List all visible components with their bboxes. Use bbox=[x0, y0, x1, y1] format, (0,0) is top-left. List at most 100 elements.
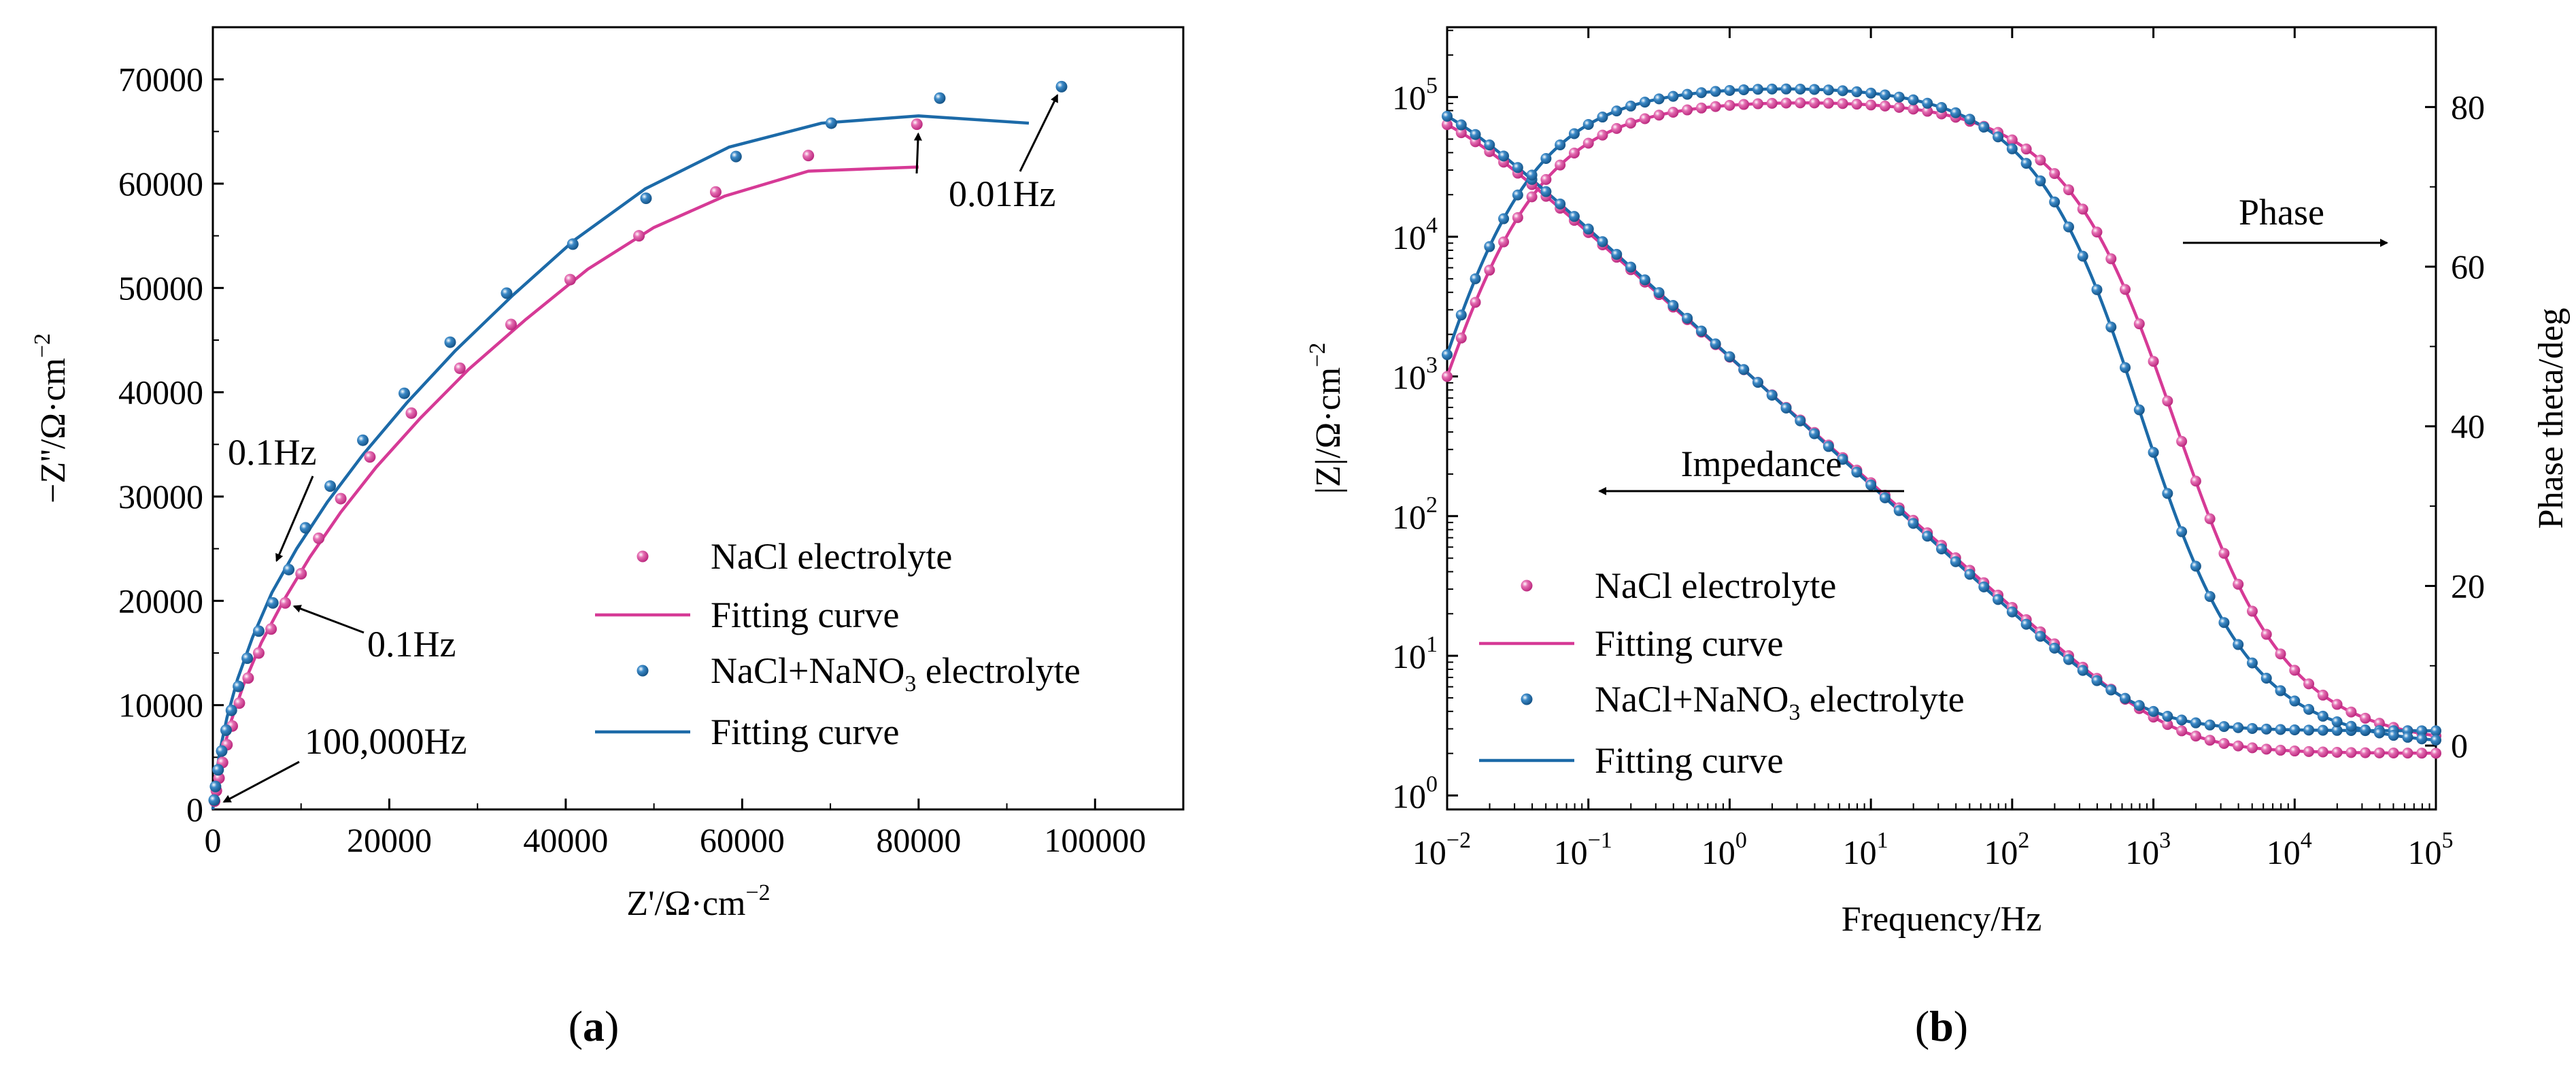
bode-impedance-point-nacl_nano3 bbox=[2275, 724, 2286, 735]
bode-impedance-point-nacl_nano3 bbox=[2317, 724, 2328, 736]
bode-phase-point-nacl_nano3 bbox=[2289, 695, 2301, 707]
nyquist-point-nacl bbox=[709, 186, 722, 198]
nyquist-point-nacl_nano3 bbox=[730, 150, 742, 163]
nyquist-legend-label: Fitting curve bbox=[711, 594, 899, 635]
bode-phase-point-nacl_nano3 bbox=[2162, 488, 2173, 499]
nyquist-point-nacl_nano3 bbox=[208, 794, 220, 806]
bode-phase-point-nacl_nano3 bbox=[2006, 143, 2018, 154]
bode-phase-point-nacl_nano3 bbox=[1498, 213, 1510, 224]
bode-impedance-point-nacl bbox=[2162, 719, 2173, 731]
nyquist-points bbox=[208, 80, 1068, 807]
bode-left-tick-label: 100 bbox=[1392, 771, 1438, 815]
bode-legend-label: Fitting curve bbox=[1595, 623, 1783, 664]
bode-phase-point-nacl bbox=[1484, 265, 1495, 276]
bode-right-tick-label: 0 bbox=[2451, 726, 2468, 765]
bode-phase-point-nacl bbox=[2091, 227, 2103, 238]
bode-impedance-point-nacl_nano3 bbox=[1667, 299, 1679, 311]
bode-impedance-point-nacl_nano3 bbox=[1780, 402, 1792, 414]
bode-impedance-point-nacl bbox=[2331, 746, 2343, 758]
bode-phase-point-nacl bbox=[2148, 356, 2159, 367]
nyquist-point-nacl bbox=[364, 451, 376, 463]
bode-impedance-point-nacl_nano3 bbox=[2176, 714, 2188, 726]
bode-ticks: 10−2 10−1 100 101 102 103 104 105 100 101 102 103 10… bbox=[1392, 27, 2485, 871]
bode-phase-point-nacl bbox=[1865, 99, 1877, 111]
bode-impedance-point-nacl bbox=[2402, 748, 2413, 759]
bode-phase-point-nacl bbox=[1667, 106, 1679, 118]
bode-phase-point-nacl_nano3 bbox=[1695, 87, 1707, 99]
bode-impedance-point-nacl_nano3 bbox=[1922, 531, 1933, 542]
bode-legend-label: NaCl electrolyte bbox=[1595, 565, 1836, 606]
bode-impedance-point-nacl_nano3 bbox=[1879, 492, 1891, 503]
bode-phase-point-nacl bbox=[1922, 105, 1933, 117]
bode-phase-point-nacl_nano3 bbox=[2416, 733, 2428, 745]
bode-phase-point-nacl bbox=[1597, 129, 1608, 141]
bode-impedance-point-nacl bbox=[2317, 746, 2328, 758]
bode-right-tick-label: 40 bbox=[2451, 407, 2485, 446]
nyquist-point-nacl bbox=[911, 118, 923, 131]
nyquist-ticks: 0 20000 40000 60000 80000 100000 0 10000 20000 30… bbox=[118, 61, 1146, 859]
bode-phase-point-nacl_nano3 bbox=[1837, 85, 1848, 97]
bode-phase-point-nacl bbox=[1625, 117, 1637, 129]
bode-legend: NaCl electrolyte Fitting curve NaCl+NaNO3 … bbox=[1479, 565, 1965, 781]
bode-impedance-point-nacl bbox=[2360, 747, 2371, 758]
bode-phase-point-nacl_nano3 bbox=[1611, 105, 1623, 117]
nyquist-point-nacl_nano3 bbox=[283, 563, 295, 575]
nyquist-y-tick-label: 70000 bbox=[118, 61, 203, 99]
bode-phase-point-nacl bbox=[2077, 203, 2088, 215]
bode-impedance-point-nacl_nano3 bbox=[2303, 724, 2315, 736]
bode-phase-point-nacl_nano3 bbox=[2020, 158, 2032, 169]
nyquist-point-nacl_nano3 bbox=[233, 680, 245, 692]
bode-phase-point-nacl_nano3 bbox=[1766, 83, 1778, 95]
bode-phase-point-nacl_nano3 bbox=[1922, 97, 1933, 109]
bode-right-tick-label: 80 bbox=[2451, 88, 2485, 126]
bode-phase-point-nacl bbox=[2303, 678, 2315, 690]
bode-impedance-point-nacl_nano3 bbox=[1484, 139, 1495, 151]
bode-impedance-point-nacl_nano3 bbox=[1512, 162, 1523, 173]
bode-phase-point-nacl_nano3 bbox=[1555, 139, 1566, 150]
bode-phase-point-nacl bbox=[2035, 154, 2046, 166]
bode-phase-point-nacl_nano3 bbox=[2077, 250, 2088, 262]
nyquist-y-axis-label: −Z''/Ω·cm−2 bbox=[30, 333, 73, 503]
bode-impedance-point-nacl_nano3 bbox=[1993, 594, 2004, 605]
bode-phase-point-nacl bbox=[1639, 113, 1650, 124]
bode-phase-point-nacl_nano3 bbox=[2246, 657, 2258, 669]
bode-phase-point-nacl_nano3 bbox=[2345, 720, 2357, 732]
bode-impedance-point-nacl_nano3 bbox=[1470, 129, 1481, 140]
bode-impedance-point-nacl bbox=[2289, 746, 2301, 757]
nyquist-point-nacl_nano3 bbox=[220, 724, 232, 736]
bode-phase-point-nacl_nano3 bbox=[1625, 100, 1637, 112]
nyquist-fit-lines bbox=[211, 114, 1030, 810]
nyquist-point-nacl_nano3 bbox=[357, 434, 369, 446]
bode-phase-point-nacl_nano3 bbox=[1484, 241, 1495, 252]
bode-impedance-point-nacl_nano3 bbox=[2035, 631, 2046, 642]
bode-impedance-point-nacl_nano3 bbox=[1625, 261, 1637, 273]
bode-phase-point-nacl_nano3 bbox=[1639, 97, 1650, 108]
nyquist-annotation-arrow bbox=[1019, 94, 1059, 172]
nyquist-annotation-arrow bbox=[913, 132, 922, 174]
bode-phase-point-nacl_nano3 bbox=[1809, 84, 1820, 95]
bode-phase-point-nacl bbox=[2006, 134, 2018, 146]
bode-phase-point-nacl bbox=[2218, 548, 2230, 559]
bode-phase-annotation-label: Phase bbox=[2239, 192, 2324, 233]
bode-phase-point-nacl bbox=[1555, 159, 1566, 171]
bode-x-tick-label: 105 bbox=[2408, 828, 2454, 871]
bode-phase-point-nacl bbox=[2063, 184, 2074, 195]
bode-phase-point-nacl_nano3 bbox=[1582, 119, 1594, 131]
bode-phase-point-nacl_nano3 bbox=[1851, 86, 1863, 97]
bode-impedance-point-nacl_nano3 bbox=[2148, 705, 2159, 717]
nyquist-point-nacl bbox=[633, 230, 645, 242]
nyquist-point-nacl_nano3 bbox=[209, 780, 222, 792]
bode-impedance-point-nacl_nano3 bbox=[1766, 389, 1778, 401]
bode-phase-point-nacl bbox=[2345, 706, 2357, 718]
nyquist-point-nacl_nano3 bbox=[212, 764, 224, 776]
bode-impedance-point-nacl bbox=[2260, 743, 2272, 755]
bode-impedance-point-nacl_nano3 bbox=[2091, 675, 2103, 686]
bode-impedance-point-nacl bbox=[2373, 747, 2385, 758]
bode-phase-point-nacl_nano3 bbox=[1568, 128, 1580, 139]
nyquist-point-nacl_nano3 bbox=[566, 238, 579, 250]
nyquist-x-axis-label: Z'/Ω·cm−2 bbox=[626, 880, 770, 923]
bode-impedance-point-nacl bbox=[2204, 735, 2216, 746]
bode-impedance-point-nacl_nano3 bbox=[1865, 480, 1877, 491]
nyquist-legend-label: NaCl+NaNO3 electrolyte bbox=[711, 650, 1081, 697]
bode-impedance-point-nacl_nano3 bbox=[2289, 724, 2301, 735]
